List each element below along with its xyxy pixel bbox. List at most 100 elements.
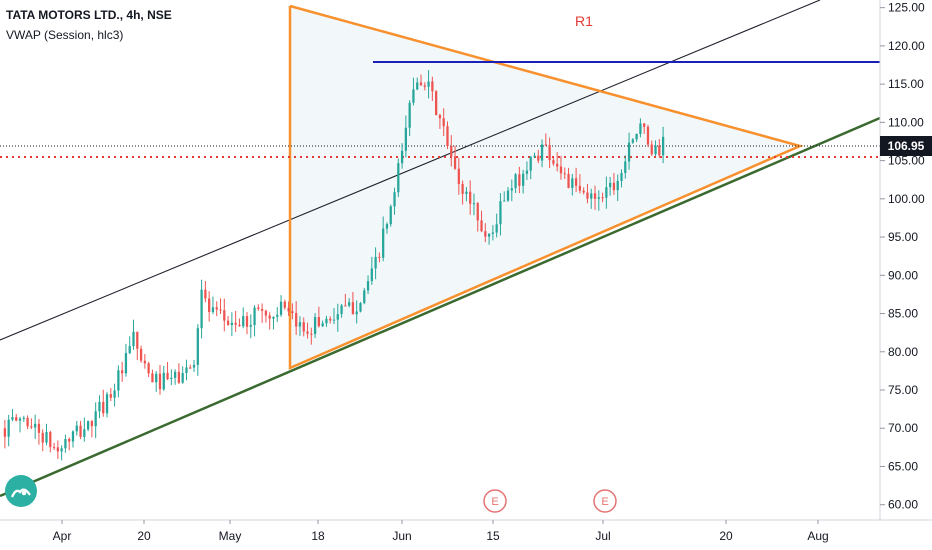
y-tick-labels: 60.00 65.00 70.00 75.00 80.00 85.00 90.00 95.00… [880,1,925,512]
candle-body [257,307,260,309]
candle-body [147,363,150,374]
candle-body [661,136,665,156]
y-tick-label: 120.00 [888,39,925,53]
candle-body [68,439,71,442]
candle-body [215,307,218,310]
candle-body [245,316,249,327]
candle-body [506,190,510,201]
candle-body [423,85,426,87]
logo-badge[interactable] [5,475,37,507]
candles [3,70,665,461]
candle-body [487,233,491,237]
candle-body [450,146,453,157]
event-marker-label: E [491,496,498,508]
candle-body [7,419,10,437]
candle-body [276,314,279,317]
triangle-outline[interactable] [288,4,804,370]
candle-body [393,192,396,207]
price-axis[interactable]: 60.00 65.00 70.00 75.00 80.00 85.00 90.00 95.00… [879,0,932,520]
channel-upper-line[interactable] [0,0,821,341]
candle-body [94,411,97,427]
candle-body [385,224,389,229]
candle-body [158,373,162,390]
candle-body [597,197,600,199]
indicator-label[interactable]: VWAP (Session, hlc3) [6,28,124,42]
candle-body [49,431,52,448]
candle-body [593,193,597,199]
candle-body [427,81,430,87]
x-tick-label: 20 [719,529,733,543]
y-tick-label: 115.00 [888,77,924,91]
candle-body [359,303,362,312]
candle-body [574,178,578,186]
candle-body [658,145,661,156]
candle-body [510,188,513,191]
candle-body [336,314,339,320]
candle-body [155,373,158,383]
candle-body [90,421,94,427]
channel-lower-line[interactable] [0,116,881,498]
candle-body [631,139,634,143]
candle-body [382,228,385,258]
event-marker-1[interactable]: E [483,489,507,513]
candle-body [162,372,165,390]
candle-body [219,309,222,311]
candle-body [363,290,366,304]
x-tick-label: 18 [311,529,325,543]
candle-body [412,89,415,103]
candle-body [143,360,146,364]
time-axis[interactable]: Apr 20 May 18 Jun 15 Jul 20 Aug [0,519,932,543]
candle-body [480,220,483,232]
candle-body [15,417,18,421]
candle-body [136,331,139,349]
event-markers: E E [483,489,617,513]
symbol-title[interactable]: TATA MOTORS LTD., 4h, NSE [6,8,172,22]
candle-body [230,322,233,326]
candle-body [586,192,589,199]
candle-body [26,417,29,427]
candle-body [208,298,211,313]
candle-body [317,317,321,327]
y-tick-label: 100.00 [888,192,925,206]
candle-body [355,311,358,315]
candle-body [121,370,124,374]
candle-body [71,431,75,442]
candle-body [253,307,256,326]
candle-body [64,439,67,449]
candle-body [609,182,612,188]
candle-body [283,301,286,308]
candle-body [446,126,449,147]
candle-body [397,163,400,193]
candle-body [56,447,59,452]
candle-body [416,82,419,90]
candle-body [98,401,101,412]
candle-body [329,318,332,321]
candle-body [313,317,317,334]
x-tick-label: Apr [53,529,72,543]
candle-body [646,126,650,145]
candle-body [60,448,63,452]
candle-body [453,156,457,169]
candle-body [522,173,525,186]
x-tick-label: 15 [486,529,500,543]
candle-body [128,346,131,354]
candle-body [181,373,184,383]
y-tick-label: 90.00 [888,268,918,282]
y-tick-label: 80.00 [888,345,918,359]
candle-body [75,425,78,432]
candle-body [514,174,517,189]
candle-body [370,268,373,282]
candle-body [351,302,355,315]
candle-body [30,426,33,428]
candle-body [389,206,392,225]
candle-body [264,310,268,316]
candle-body [242,316,245,327]
x-tick-labels: Apr 20 May 18 Jun 15 Jul 20 Aug [53,520,829,543]
candle-body [465,191,468,194]
candle-body [650,144,653,155]
candle-body [620,172,623,182]
candle-body [624,161,627,173]
event-marker-2[interactable]: E [593,489,617,513]
